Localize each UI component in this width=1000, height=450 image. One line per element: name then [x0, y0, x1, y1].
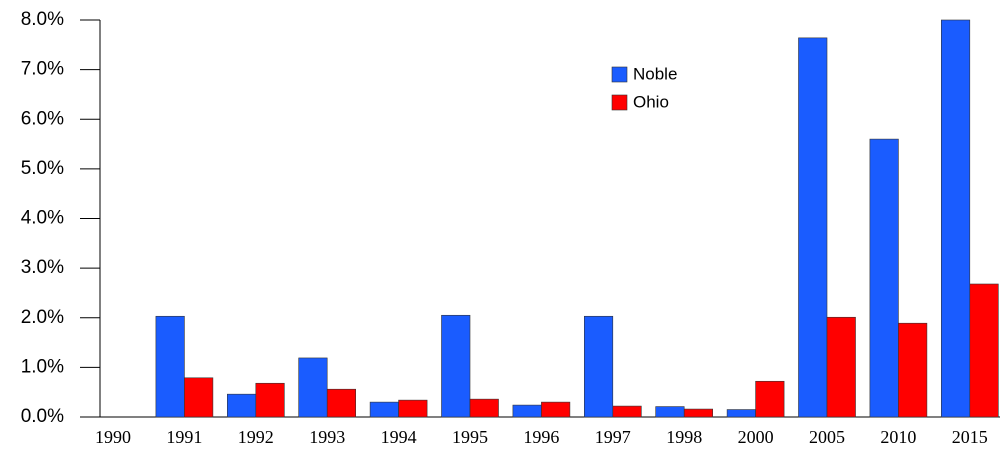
- bar: [826, 316, 856, 418]
- bar: [755, 380, 785, 418]
- y-tick-label: 5.0%: [21, 158, 64, 179]
- bar: [940, 19, 971, 418]
- y-tick-label: 3.0%: [21, 257, 64, 278]
- bar: [326, 388, 357, 418]
- x-tick-label: 1998: [666, 427, 702, 447]
- y-tick-label: 2.0%: [21, 307, 64, 328]
- bar: [227, 393, 257, 418]
- y-tick-label: 1.0%: [21, 356, 64, 377]
- bar: [898, 322, 928, 418]
- x-tick-label: 1993: [309, 427, 345, 447]
- bar: [869, 138, 899, 418]
- bar: [369, 401, 399, 418]
- x-tick-label: 1994: [381, 427, 417, 447]
- bar: [255, 382, 285, 418]
- x-tick-label: 1995: [452, 427, 488, 447]
- y-tick-label: 4.0%: [21, 208, 64, 229]
- x-tick-label: 2005: [809, 427, 845, 447]
- y-tick-label: 6.0%: [21, 108, 64, 129]
- x-tick-label: 1997: [595, 427, 631, 447]
- bar: [398, 399, 428, 418]
- legend-swatch: [611, 66, 628, 83]
- bar: [726, 409, 756, 418]
- x-tick-label: 2010: [880, 427, 916, 447]
- bar: [655, 406, 685, 418]
- y-tick-label: 8.0%: [21, 9, 64, 30]
- bar: [155, 315, 185, 418]
- x-tick-label: 1996: [523, 427, 559, 447]
- x-tick-label: 2015: [952, 427, 988, 447]
- bar: [512, 404, 542, 418]
- bar: [469, 398, 499, 418]
- bar: [583, 315, 614, 418]
- bar: [298, 357, 328, 418]
- bar: [683, 408, 714, 418]
- y-tick-label: 7.0%: [21, 59, 64, 80]
- bar: [541, 401, 571, 418]
- bar: [612, 405, 642, 418]
- bar: [184, 377, 214, 418]
- x-tick-label: 1991: [166, 427, 202, 447]
- bar: [969, 283, 999, 418]
- legend-label: Noble: [633, 64, 677, 83]
- legend-swatch: [611, 94, 628, 111]
- x-tick-label: 2000: [738, 427, 774, 447]
- x-tick-label: 1992: [238, 427, 274, 447]
- x-tick-label: 1990: [95, 427, 131, 447]
- legend-label: Ohio: [633, 92, 669, 111]
- y-tick-label: 0.0%: [21, 406, 64, 427]
- bar: [798, 37, 828, 418]
- bar: [441, 314, 471, 418]
